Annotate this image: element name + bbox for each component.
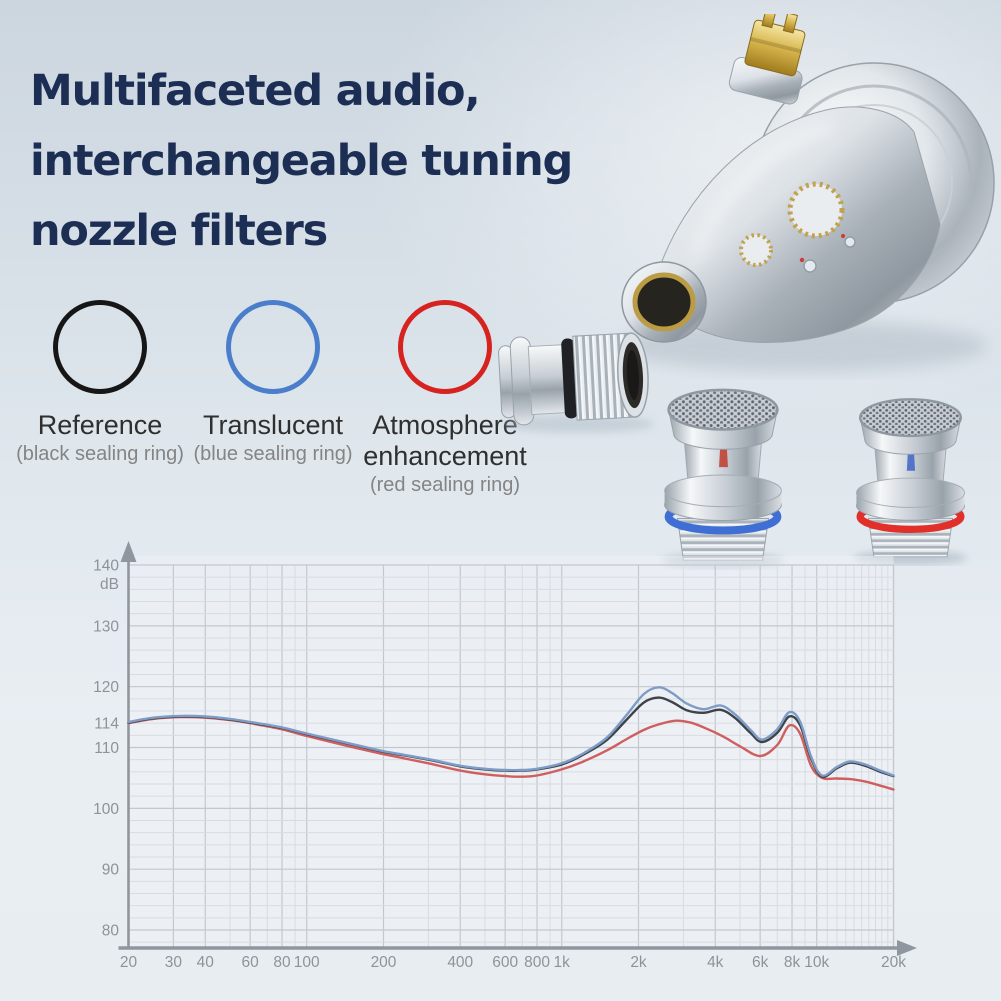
body-highlight bbox=[689, 121, 836, 260]
svg-text:6k: 6k bbox=[752, 954, 769, 971]
blue-filter-image bbox=[661, 388, 785, 570]
fr-curve-2 bbox=[127, 686, 895, 777]
plot-area bbox=[128, 556, 894, 948]
svg-text:2k: 2k bbox=[630, 954, 647, 971]
svg-text:110: 110 bbox=[94, 740, 119, 757]
svg-text:1k: 1k bbox=[554, 954, 571, 971]
svg-text:120: 120 bbox=[93, 679, 119, 696]
filter-flange-top bbox=[856, 477, 965, 508]
side-filter-image bbox=[498, 332, 654, 433]
earphone-shell-image bbox=[618, 14, 995, 372]
red-ring-icon bbox=[398, 300, 492, 394]
svg-text:20k: 20k bbox=[881, 954, 906, 971]
screw bbox=[844, 236, 856, 248]
svg-text:200: 200 bbox=[371, 954, 397, 971]
mesh-grille bbox=[858, 398, 963, 438]
side-filter-shadow bbox=[502, 415, 654, 433]
svg-text:10k: 10k bbox=[804, 954, 829, 971]
svg-text:400: 400 bbox=[447, 954, 473, 971]
red-marker-dot bbox=[841, 234, 845, 238]
svg-text:20: 20 bbox=[120, 954, 138, 971]
filter-flange-top bbox=[664, 474, 782, 508]
filter-bore-inner bbox=[626, 350, 640, 401]
svg-text:80: 80 bbox=[273, 954, 291, 971]
svg-text:800: 800 bbox=[524, 954, 550, 971]
gold-driver-detail-small bbox=[739, 233, 773, 267]
legend-title: Atmosphere enhancement bbox=[363, 410, 527, 471]
chart-grid bbox=[127, 564, 895, 948]
nozzle-opening bbox=[632, 272, 696, 332]
fr-curves bbox=[127, 686, 895, 791]
svg-text:114: 114 bbox=[94, 716, 119, 733]
legend-item-translucent: Translucent (blue sealing ring) bbox=[183, 300, 363, 466]
gold-driver-detail bbox=[787, 181, 845, 239]
chart-axes bbox=[118, 541, 917, 956]
legend-item-atmosphere: Atmosphere enhancement (red sealing ring… bbox=[355, 300, 535, 497]
gold-2pin-connector bbox=[728, 14, 806, 105]
legend-title: Translucent bbox=[202, 410, 344, 440]
svg-text:100: 100 bbox=[294, 954, 320, 971]
headline: Multifaceted audio, interchangeable tuni… bbox=[30, 56, 670, 266]
svg-text:600: 600 bbox=[492, 954, 518, 971]
headline-line-2: interchangeable tuning bbox=[30, 136, 573, 186]
legend-subtitle: (black sealing ring) bbox=[16, 443, 184, 465]
svg-text:4k: 4k bbox=[707, 954, 724, 971]
headline-line-3: nozzle filters bbox=[30, 206, 328, 256]
svg-text:dB: dB bbox=[100, 576, 119, 593]
blue-ring-icon bbox=[226, 300, 320, 394]
svg-text:130: 130 bbox=[93, 618, 119, 635]
legend-title: Reference bbox=[37, 410, 163, 440]
legend-item-reference: Reference (black sealing ring) bbox=[10, 300, 190, 466]
svg-text:30: 30 bbox=[165, 954, 183, 971]
svg-text:90: 90 bbox=[102, 862, 120, 879]
svg-text:100: 100 bbox=[93, 801, 119, 818]
svg-text:8k: 8k bbox=[784, 954, 801, 971]
svg-text:80: 80 bbox=[102, 923, 120, 940]
black-ring-icon bbox=[53, 300, 147, 394]
svg-text:60: 60 bbox=[242, 954, 260, 971]
fr-curve-0 bbox=[127, 715, 895, 791]
screw bbox=[803, 259, 817, 273]
red-marker-dot bbox=[799, 257, 805, 263]
headline-line-1: Multifaceted audio, bbox=[30, 66, 481, 116]
legend-subtitle: (blue sealing ring) bbox=[193, 443, 353, 465]
legend-subtitle: (red sealing ring) bbox=[369, 474, 521, 496]
svg-text:140: 140 bbox=[93, 558, 119, 575]
mesh-grille bbox=[667, 388, 779, 431]
red-filter-image bbox=[853, 398, 968, 566]
svg-text:40: 40 bbox=[197, 954, 215, 971]
